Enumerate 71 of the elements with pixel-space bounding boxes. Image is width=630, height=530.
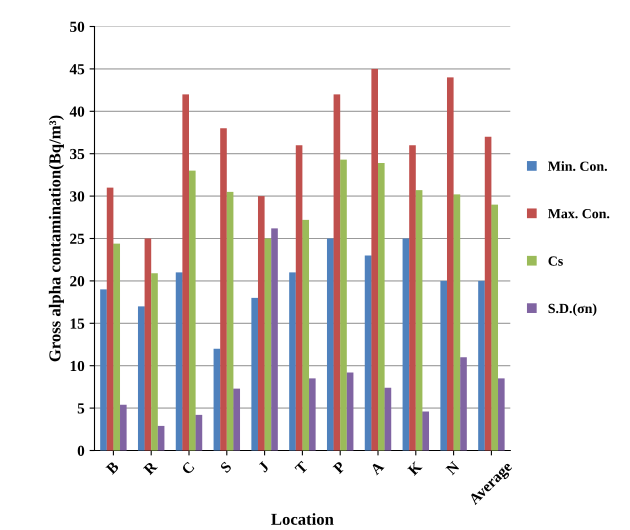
x-tick-label: J <box>258 460 270 473</box>
x-tick-label: B <box>106 460 120 475</box>
bar <box>289 272 296 450</box>
bar <box>113 244 120 450</box>
bar <box>498 378 505 450</box>
y-tick-label: 45 <box>70 64 84 74</box>
x-tick-label: R <box>143 460 158 476</box>
bar <box>454 194 460 450</box>
legend-label: Min. Con. <box>548 161 607 171</box>
bar <box>214 348 220 450</box>
bar <box>409 145 416 450</box>
y-tick-label: 0 <box>78 446 84 456</box>
bar <box>220 128 227 450</box>
y-tick-label: 10 <box>70 360 84 372</box>
x-tick-label: T <box>294 460 308 475</box>
y-tick-label: 5 <box>78 403 84 414</box>
bar <box>100 289 107 450</box>
bar <box>226 192 234 450</box>
bar <box>309 378 316 450</box>
bar <box>422 411 430 450</box>
bar <box>371 68 378 450</box>
bar <box>138 306 145 450</box>
bar <box>478 280 485 450</box>
bar <box>189 170 196 450</box>
legend-label: Max. Con. <box>548 208 610 218</box>
bar <box>484 136 492 450</box>
x-tick-label: N <box>445 460 460 476</box>
y-tick-label: 35 <box>70 148 84 160</box>
bar <box>233 388 240 450</box>
y-tick-label: 25 <box>70 234 84 244</box>
x-tick-label: C <box>181 461 195 476</box>
bar <box>340 160 347 450</box>
bar <box>176 272 182 450</box>
bar <box>460 357 467 450</box>
y-tick-label: 15 <box>70 318 84 329</box>
bar <box>182 94 189 450</box>
bar <box>106 188 114 450</box>
bar <box>151 273 158 450</box>
x-tick-label: S <box>220 461 232 474</box>
bar <box>378 163 385 450</box>
bar <box>258 196 265 450</box>
bar <box>402 238 410 450</box>
bar <box>326 238 334 450</box>
x-axis-title: Location <box>271 513 334 525</box>
bar <box>196 414 202 450</box>
y-tick-label: 20 <box>70 276 84 286</box>
y-tick-label: 50 <box>70 22 84 32</box>
bar <box>364 255 372 450</box>
legend-label: Cs <box>548 256 563 266</box>
x-tick-label: P <box>332 460 346 474</box>
bar <box>334 94 340 450</box>
x-tick-label: A <box>370 460 384 476</box>
bar <box>416 190 422 450</box>
bar <box>296 145 302 450</box>
y-tick-label: 40 <box>70 106 84 117</box>
bar <box>144 238 152 450</box>
bar <box>264 238 272 450</box>
bar <box>346 372 354 450</box>
x-tick-label: K <box>407 460 423 476</box>
bar <box>491 204 498 450</box>
bar <box>271 228 278 450</box>
legend-label: S.D.(σn) <box>548 303 596 316</box>
bar <box>384 388 392 450</box>
bar <box>302 220 310 450</box>
y-axis-title: Gross alpha contamination(Bq/m³) <box>48 116 64 362</box>
bar <box>251 298 258 450</box>
y-tick-label: 30 <box>70 191 84 202</box>
bar <box>446 77 454 450</box>
bar <box>440 280 447 450</box>
bar <box>120 404 127 450</box>
bar <box>158 426 164 450</box>
